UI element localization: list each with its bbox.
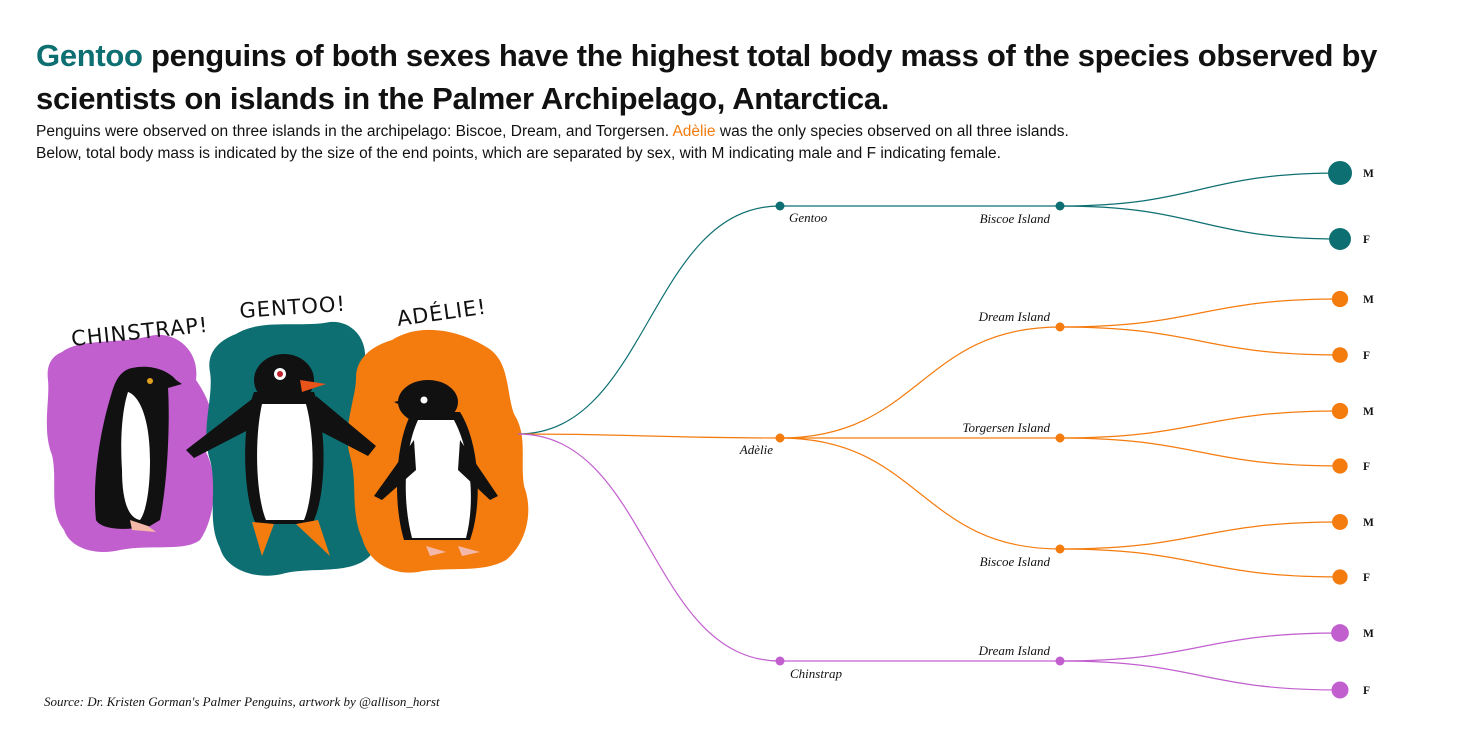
link-island-sex xyxy=(1059,298,1341,328)
sex-label: F xyxy=(1363,234,1370,246)
chinstrap-penguin xyxy=(94,366,182,532)
sex-label: M xyxy=(1363,628,1374,640)
island-label: Biscoe Island xyxy=(980,211,1051,226)
link-root-2 xyxy=(517,433,781,662)
subtitle-line-1: Penguins were observed on three islands … xyxy=(36,121,1436,143)
tree-labels: M F Biscoe Island Gentoo M F Dream Island M F Tor… xyxy=(739,168,1374,697)
sex-node xyxy=(1328,161,1352,185)
link-root-0 xyxy=(517,205,781,435)
link-island-sex xyxy=(1059,410,1341,439)
island-node xyxy=(1055,322,1065,332)
sex-label: F xyxy=(1363,572,1370,584)
link-species-island xyxy=(779,326,1061,439)
sex-label: M xyxy=(1363,517,1374,529)
sex-node xyxy=(1331,402,1349,420)
link-island-sex xyxy=(1059,326,1341,356)
sex-node xyxy=(1332,514,1348,530)
sex-node xyxy=(1332,458,1348,474)
link-island-sex xyxy=(1059,548,1341,578)
sex-node xyxy=(1331,624,1349,642)
subtitle: Penguins were observed on three islands … xyxy=(36,121,1436,165)
sex-node xyxy=(1329,228,1351,250)
link-species-island xyxy=(779,437,1061,550)
subtitle-line-2: Below, total body mass is indicated by t… xyxy=(36,145,1001,162)
island-label: Biscoe Island xyxy=(980,554,1051,569)
adelie-penguin xyxy=(374,380,498,556)
link-island-sex xyxy=(1059,205,1341,240)
sex-label: F xyxy=(1363,350,1370,362)
species-node xyxy=(775,201,785,211)
source-note: Source: Dr. Kristen Gorman's Palmer Peng… xyxy=(44,694,440,709)
sex-label: F xyxy=(1363,685,1370,697)
title-rest: penguins of both sexes have the highest … xyxy=(36,38,1378,116)
link-root-1 xyxy=(517,433,781,439)
sex-node xyxy=(1332,569,1348,585)
tree-links xyxy=(517,172,1341,691)
island-node xyxy=(1055,201,1065,211)
sex-label: F xyxy=(1363,461,1370,473)
title-highlight: Gentoo xyxy=(36,38,143,73)
species-node xyxy=(775,656,785,666)
penguin-artwork: CHINSTRAP! GENTOO! ADÉLIE! xyxy=(46,292,529,576)
sex-label: M xyxy=(1363,168,1374,180)
species-label: Chinstrap xyxy=(790,666,843,681)
adelie-art-label: ADÉLIE! xyxy=(395,294,488,331)
subtitle-text-after: was the only species observed on all thr… xyxy=(715,123,1069,140)
sex-node xyxy=(1332,347,1348,363)
island-label: Dream Island xyxy=(978,309,1051,324)
species-label: Gentoo xyxy=(789,210,828,225)
sex-node xyxy=(1331,290,1349,308)
link-island-sex xyxy=(1059,172,1341,207)
island-node xyxy=(1055,656,1065,666)
subtitle-highlight: Adèlie xyxy=(672,123,716,140)
sex-label: M xyxy=(1363,294,1374,306)
gentoo-penguin xyxy=(186,354,376,556)
link-island-sex xyxy=(1059,632,1341,662)
species-label: Adèlie xyxy=(739,442,773,457)
sex-node xyxy=(1331,681,1349,699)
island-label: Torgersen Island xyxy=(962,420,1050,435)
link-island-sex xyxy=(1059,521,1341,550)
island-node xyxy=(1055,544,1065,554)
island-label: Dream Island xyxy=(978,643,1051,658)
sex-label: M xyxy=(1363,406,1374,418)
tree-nodes xyxy=(775,161,1352,699)
species-node xyxy=(775,433,785,443)
gentoo-art-label: GENTOO! xyxy=(239,292,347,323)
page-title: Gentoo penguins of both sexes have the h… xyxy=(36,34,1436,120)
link-island-sex xyxy=(1059,660,1341,691)
subtitle-text: Penguins were observed on three islands … xyxy=(36,123,673,140)
island-node xyxy=(1055,433,1065,443)
link-island-sex xyxy=(1059,437,1341,467)
